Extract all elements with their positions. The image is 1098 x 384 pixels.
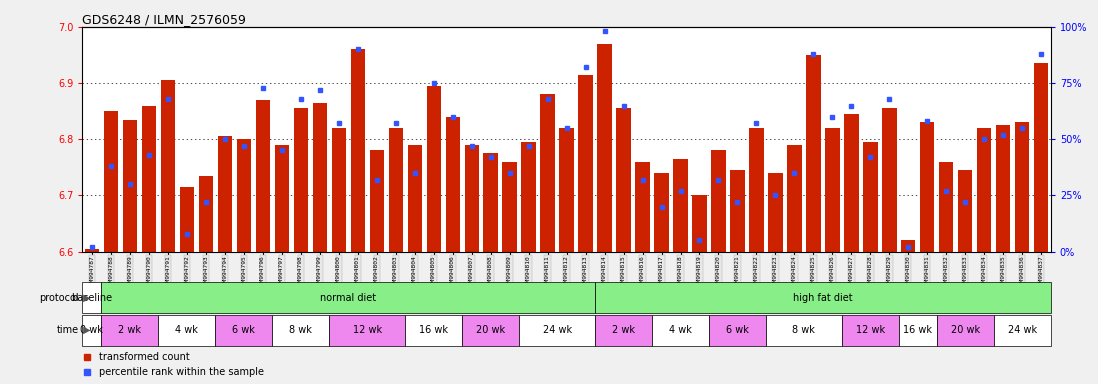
Bar bbox=[405, 315, 462, 346]
Bar bbox=[560, 128, 573, 252]
Bar bbox=[826, 128, 840, 252]
Bar bbox=[996, 125, 1010, 252]
Bar bbox=[332, 128, 346, 252]
Bar bbox=[446, 117, 460, 252]
Text: 20 wk: 20 wk bbox=[951, 325, 979, 335]
Bar bbox=[82, 315, 101, 346]
Bar bbox=[994, 315, 1051, 346]
Text: high fat diet: high fat diet bbox=[793, 293, 853, 303]
Bar bbox=[123, 119, 137, 252]
Bar bbox=[1016, 122, 1030, 252]
Text: transformed count: transformed count bbox=[99, 352, 190, 362]
Bar bbox=[883, 108, 896, 252]
Bar bbox=[199, 176, 213, 252]
Bar bbox=[407, 145, 422, 252]
Bar bbox=[787, 145, 802, 252]
Text: 8 wk: 8 wk bbox=[793, 325, 816, 335]
Bar bbox=[842, 315, 899, 346]
Bar bbox=[426, 86, 440, 252]
Bar bbox=[313, 103, 327, 252]
Bar bbox=[540, 94, 554, 252]
Bar bbox=[237, 139, 250, 252]
Bar bbox=[256, 100, 270, 252]
Bar bbox=[937, 315, 994, 346]
Text: 12 wk: 12 wk bbox=[855, 325, 885, 335]
Text: 20 wk: 20 wk bbox=[477, 325, 505, 335]
Text: 24 wk: 24 wk bbox=[1008, 325, 1037, 335]
Bar bbox=[595, 282, 1051, 313]
Bar bbox=[519, 315, 595, 346]
Bar bbox=[673, 159, 687, 252]
Bar bbox=[959, 170, 973, 252]
Bar bbox=[977, 128, 991, 252]
Text: 2 wk: 2 wk bbox=[612, 325, 635, 335]
Text: protocol: protocol bbox=[40, 293, 79, 303]
Bar bbox=[863, 142, 877, 252]
Text: 2 wk: 2 wk bbox=[119, 325, 142, 335]
Bar bbox=[142, 106, 156, 252]
Bar bbox=[370, 151, 384, 252]
Bar bbox=[503, 162, 517, 252]
Bar bbox=[217, 136, 232, 252]
Text: baseline: baseline bbox=[71, 293, 112, 303]
Bar bbox=[85, 249, 99, 252]
Bar bbox=[272, 315, 329, 346]
Text: 6 wk: 6 wk bbox=[726, 325, 749, 335]
Bar bbox=[712, 151, 726, 252]
Bar bbox=[693, 195, 707, 252]
Bar bbox=[636, 162, 650, 252]
Bar bbox=[274, 145, 289, 252]
Bar bbox=[215, 315, 272, 346]
Text: 16 wk: 16 wk bbox=[904, 325, 932, 335]
Bar bbox=[920, 122, 934, 252]
Bar bbox=[101, 282, 595, 313]
Bar bbox=[82, 282, 101, 313]
Bar bbox=[160, 80, 175, 252]
Bar bbox=[844, 114, 859, 252]
Bar bbox=[483, 153, 497, 252]
Bar bbox=[462, 315, 519, 346]
Text: 0 wk: 0 wk bbox=[80, 325, 103, 335]
Bar bbox=[595, 315, 652, 346]
Bar bbox=[579, 74, 593, 252]
Bar bbox=[749, 128, 763, 252]
Bar bbox=[1034, 63, 1049, 252]
Text: 4 wk: 4 wk bbox=[669, 325, 692, 335]
Bar bbox=[901, 240, 916, 252]
Text: 6 wk: 6 wk bbox=[233, 325, 255, 335]
Bar bbox=[730, 170, 744, 252]
Bar bbox=[389, 128, 403, 252]
Text: ▶: ▶ bbox=[80, 325, 91, 335]
Bar bbox=[103, 111, 117, 252]
Text: 4 wk: 4 wk bbox=[176, 325, 199, 335]
Bar bbox=[806, 55, 820, 252]
Bar bbox=[522, 142, 536, 252]
Bar bbox=[293, 108, 307, 252]
Bar bbox=[180, 187, 194, 252]
Text: 24 wk: 24 wk bbox=[542, 325, 572, 335]
Text: ▶: ▶ bbox=[80, 293, 91, 303]
Text: 12 wk: 12 wk bbox=[352, 325, 382, 335]
Bar bbox=[597, 44, 612, 252]
Text: percentile rank within the sample: percentile rank within the sample bbox=[99, 367, 264, 377]
Bar bbox=[769, 173, 783, 252]
Bar bbox=[329, 315, 405, 346]
Bar bbox=[101, 315, 158, 346]
Bar bbox=[616, 108, 630, 252]
Text: 8 wk: 8 wk bbox=[289, 325, 312, 335]
Text: GDS6248 / ILMN_2576059: GDS6248 / ILMN_2576059 bbox=[82, 13, 246, 26]
Text: time: time bbox=[57, 325, 79, 335]
Bar bbox=[939, 162, 953, 252]
Bar bbox=[652, 315, 709, 346]
Bar bbox=[654, 173, 669, 252]
Bar bbox=[158, 315, 215, 346]
Bar bbox=[899, 315, 937, 346]
Bar bbox=[464, 145, 479, 252]
Bar bbox=[766, 315, 842, 346]
Text: normal diet: normal diet bbox=[321, 293, 377, 303]
Bar bbox=[350, 50, 365, 252]
Bar bbox=[709, 315, 766, 346]
Text: 16 wk: 16 wk bbox=[419, 325, 448, 335]
